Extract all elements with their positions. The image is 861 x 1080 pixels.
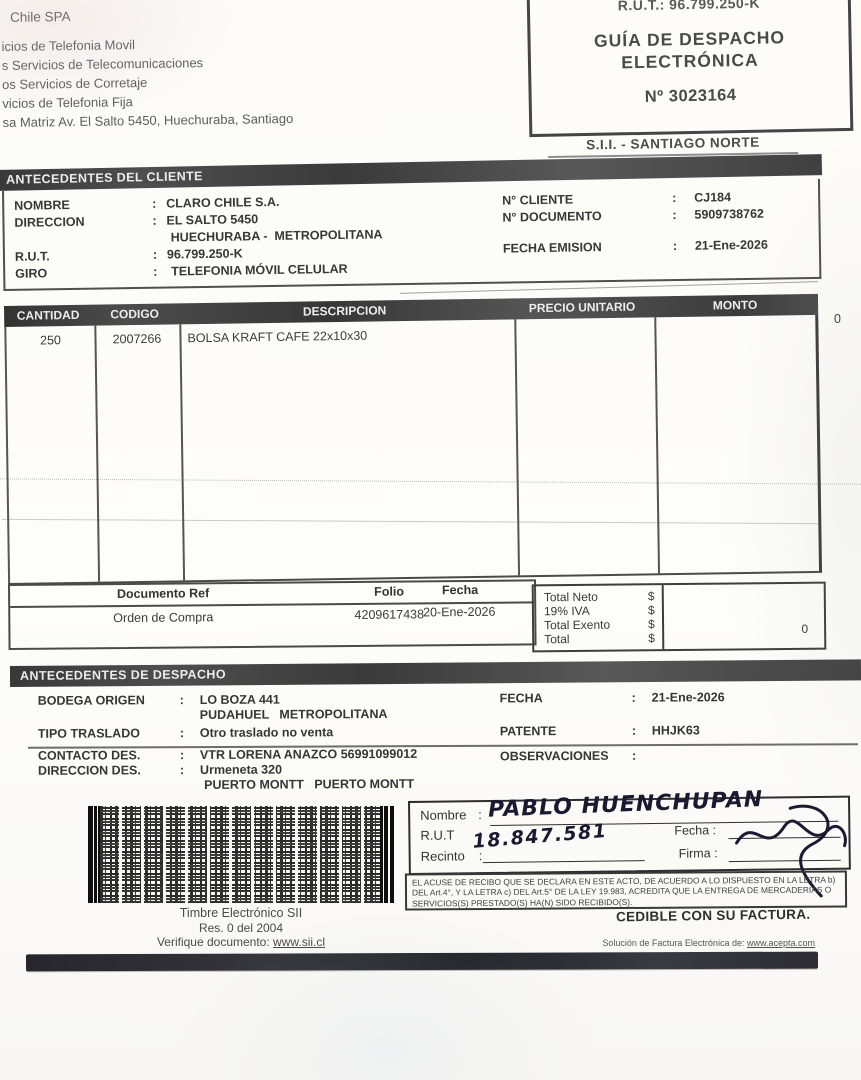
- receipt-rut-label: R.U.T: [420, 827, 455, 843]
- reference-table-header: Documento Ref Folio Fecha: [10, 581, 535, 608]
- direccion-value-2: HUECHURABA - METROPOLITANA: [170, 227, 383, 245]
- observaciones-label: OBSERVACIONES: [499, 748, 609, 764]
- receipt-recinto-label: Recinto: [420, 848, 465, 864]
- receipt-nombre-label: Nombre: [420, 807, 467, 823]
- n-documento-label: N° DOCUMENTO: [502, 209, 602, 225]
- col-cantidad: CANTIDAD: [16, 307, 80, 323]
- giro-value: TELEFONIA MÓVIL CELULAR: [171, 261, 348, 279]
- client-info-box: NOMBRE : CLARO CHILE S.A. DIRECCION : EL…: [2, 178, 822, 291]
- barcode-columns: [100, 806, 380, 903]
- handwritten-signature: [735, 804, 847, 898]
- nombre-label: NOMBRE: [14, 197, 70, 213]
- item-codigo: 2007266: [112, 331, 162, 347]
- direccion-label: DIRECCION: [14, 214, 85, 230]
- cedible-note: CEDIBLE CON SU FACTURA.: [615, 906, 811, 925]
- fecha-value: 21-Ene-2026: [651, 690, 725, 705]
- document-number: Nº 3023164: [644, 86, 737, 106]
- col-documento-ref: Documento Ref: [116, 586, 210, 602]
- tipo-traslado-label: TIPO TRASLADO: [37, 726, 140, 741]
- issuer-address: sa Matriz Av. El Salto 5450, Huechuraba,…: [2, 110, 294, 130]
- fecha-emision-value: 21-Ene-2026: [694, 237, 768, 253]
- sii-link: www.sii.cl: [273, 935, 326, 949]
- col-fecha: Fecha: [441, 582, 479, 598]
- issuer-company-name: Chile SPA: [9, 9, 71, 25]
- direccion-des-value-1: Urmeneta 320: [199, 762, 283, 777]
- ref-documento: Orden de Compra: [113, 610, 214, 626]
- bodega-value-1: LO BOZA 441: [199, 692, 280, 707]
- col-precio-unitario: PRECIO UNITARIO: [528, 299, 636, 316]
- receipt-box: Nombre : R.U.T : Recinto : Fecha : Firma…: [408, 787, 851, 898]
- direccion-des-label: DIRECCION DES.: [37, 763, 141, 778]
- receipt-firma-label: Firma :: [678, 846, 718, 861]
- document-type-box: R.U.T.: 96.799.250-K GUÍA DE DESPACHO EL…: [526, 0, 854, 138]
- item-cantidad: 250: [39, 333, 62, 348]
- provider-link: www.acepta.com: [746, 938, 815, 948]
- fecha-emision-label: FECHA EMISION: [502, 240, 602, 256]
- contacto-label: CONTACTO DES.: [37, 748, 141, 763]
- total-neto-label: Total Neto: [543, 589, 598, 605]
- direccion-value-1: EL SALTO 5450: [166, 212, 259, 228]
- rut-value: 96.799.250-K: [166, 246, 243, 262]
- bodega-label: BODEGA ORIGEN: [37, 693, 145, 708]
- rut-label: R.U.T.: [14, 249, 50, 264]
- receipt-fecha-label: Fecha :: [674, 823, 717, 838]
- sii-stamp-caption: Timbre Electrónico SII Res. 0 del 2004 V…: [88, 906, 394, 950]
- totals-divider: [661, 585, 665, 650]
- patente-value: HHJK63: [651, 723, 700, 738]
- provider-note: Solución de Factura Electrónica de: www.…: [602, 938, 815, 948]
- total-exento-label: Total Exento: [544, 617, 611, 633]
- rut-line: [482, 860, 645, 864]
- column-divider: [179, 324, 186, 581]
- dispatch-divider: [27, 743, 859, 749]
- nombre-value: CLARO CHILE S.A.: [166, 194, 280, 211]
- fecha-label: FECHA: [499, 691, 543, 706]
- n-cliente-value: CJ184: [694, 190, 732, 205]
- item-descripcion: BOLSA KRAFT CAFE 22x10x30: [187, 328, 368, 346]
- bodega-value-2: PUDAHUEL METROPOLITANA: [199, 706, 388, 722]
- issuer-rut: R.U.T.: 96.799.250-K: [617, 0, 761, 14]
- legal-notice: EL ACUSE DE RECIBO QUE SE DECLARA EN EST…: [404, 870, 848, 911]
- monto-zero: 0: [834, 312, 841, 326]
- totals-box: Total Neto $ 19% IVA $ Total Exento $ Total…: [531, 581, 827, 653]
- timbre-line: Timbre Electrónico SII: [179, 906, 303, 920]
- col-codigo: CODIGO: [110, 306, 160, 322]
- items-table-body: 250 2007266 BOLSA KRAFT CAFE 22x10x30: [4, 314, 823, 585]
- bottom-scan-bar: [25, 951, 819, 972]
- document-type: GUÍA DE DESPACHO ELECTRÓNICA: [593, 27, 786, 73]
- issuer-info: Chile SPA icios de Telefonia Movil s Ser…: [0, 6, 293, 132]
- patente-label: PATENTE: [499, 724, 557, 739]
- resolucion-line: Res. 0 del 2004: [198, 920, 284, 935]
- giro-label: GIRO: [15, 266, 48, 281]
- iva-label: 19% IVA: [543, 603, 590, 619]
- total-value: 0: [801, 621, 809, 636]
- col-monto: MONTO: [712, 297, 758, 313]
- pdf417-barcode: [88, 806, 394, 903]
- column-divider: [94, 325, 101, 582]
- column-divider: [654, 317, 661, 574]
- direccion-des-value-2: PUERTO MONTT PUERTO MONTT: [204, 776, 415, 792]
- reference-table: Documento Ref Folio Fecha Orden de Compr…: [8, 579, 537, 650]
- items-table: CANTIDAD CODIGO DESCRIPCION PRECIO UNITA…: [4, 293, 823, 585]
- contacto-value: VTR LORENA ANAZCO 56991099012: [199, 746, 418, 762]
- dispatch-section-header: ANTECEDENTES DE DESPACHO: [9, 659, 861, 687]
- tipo-traslado-value: Otro traslado no venta: [199, 725, 334, 740]
- ref-fecha: 20-Ene-2026: [423, 604, 496, 620]
- verify-line: Verifique documento: www.sii.cl: [156, 935, 326, 949]
- column-divider: [514, 319, 521, 576]
- n-documento-value: 5909738762: [694, 206, 765, 222]
- n-cliente-label: N° CLIENTE: [502, 192, 574, 208]
- total-label: Total: [544, 632, 570, 647]
- handwritten-name: PABLO HUENCHUPAN: [487, 787, 764, 823]
